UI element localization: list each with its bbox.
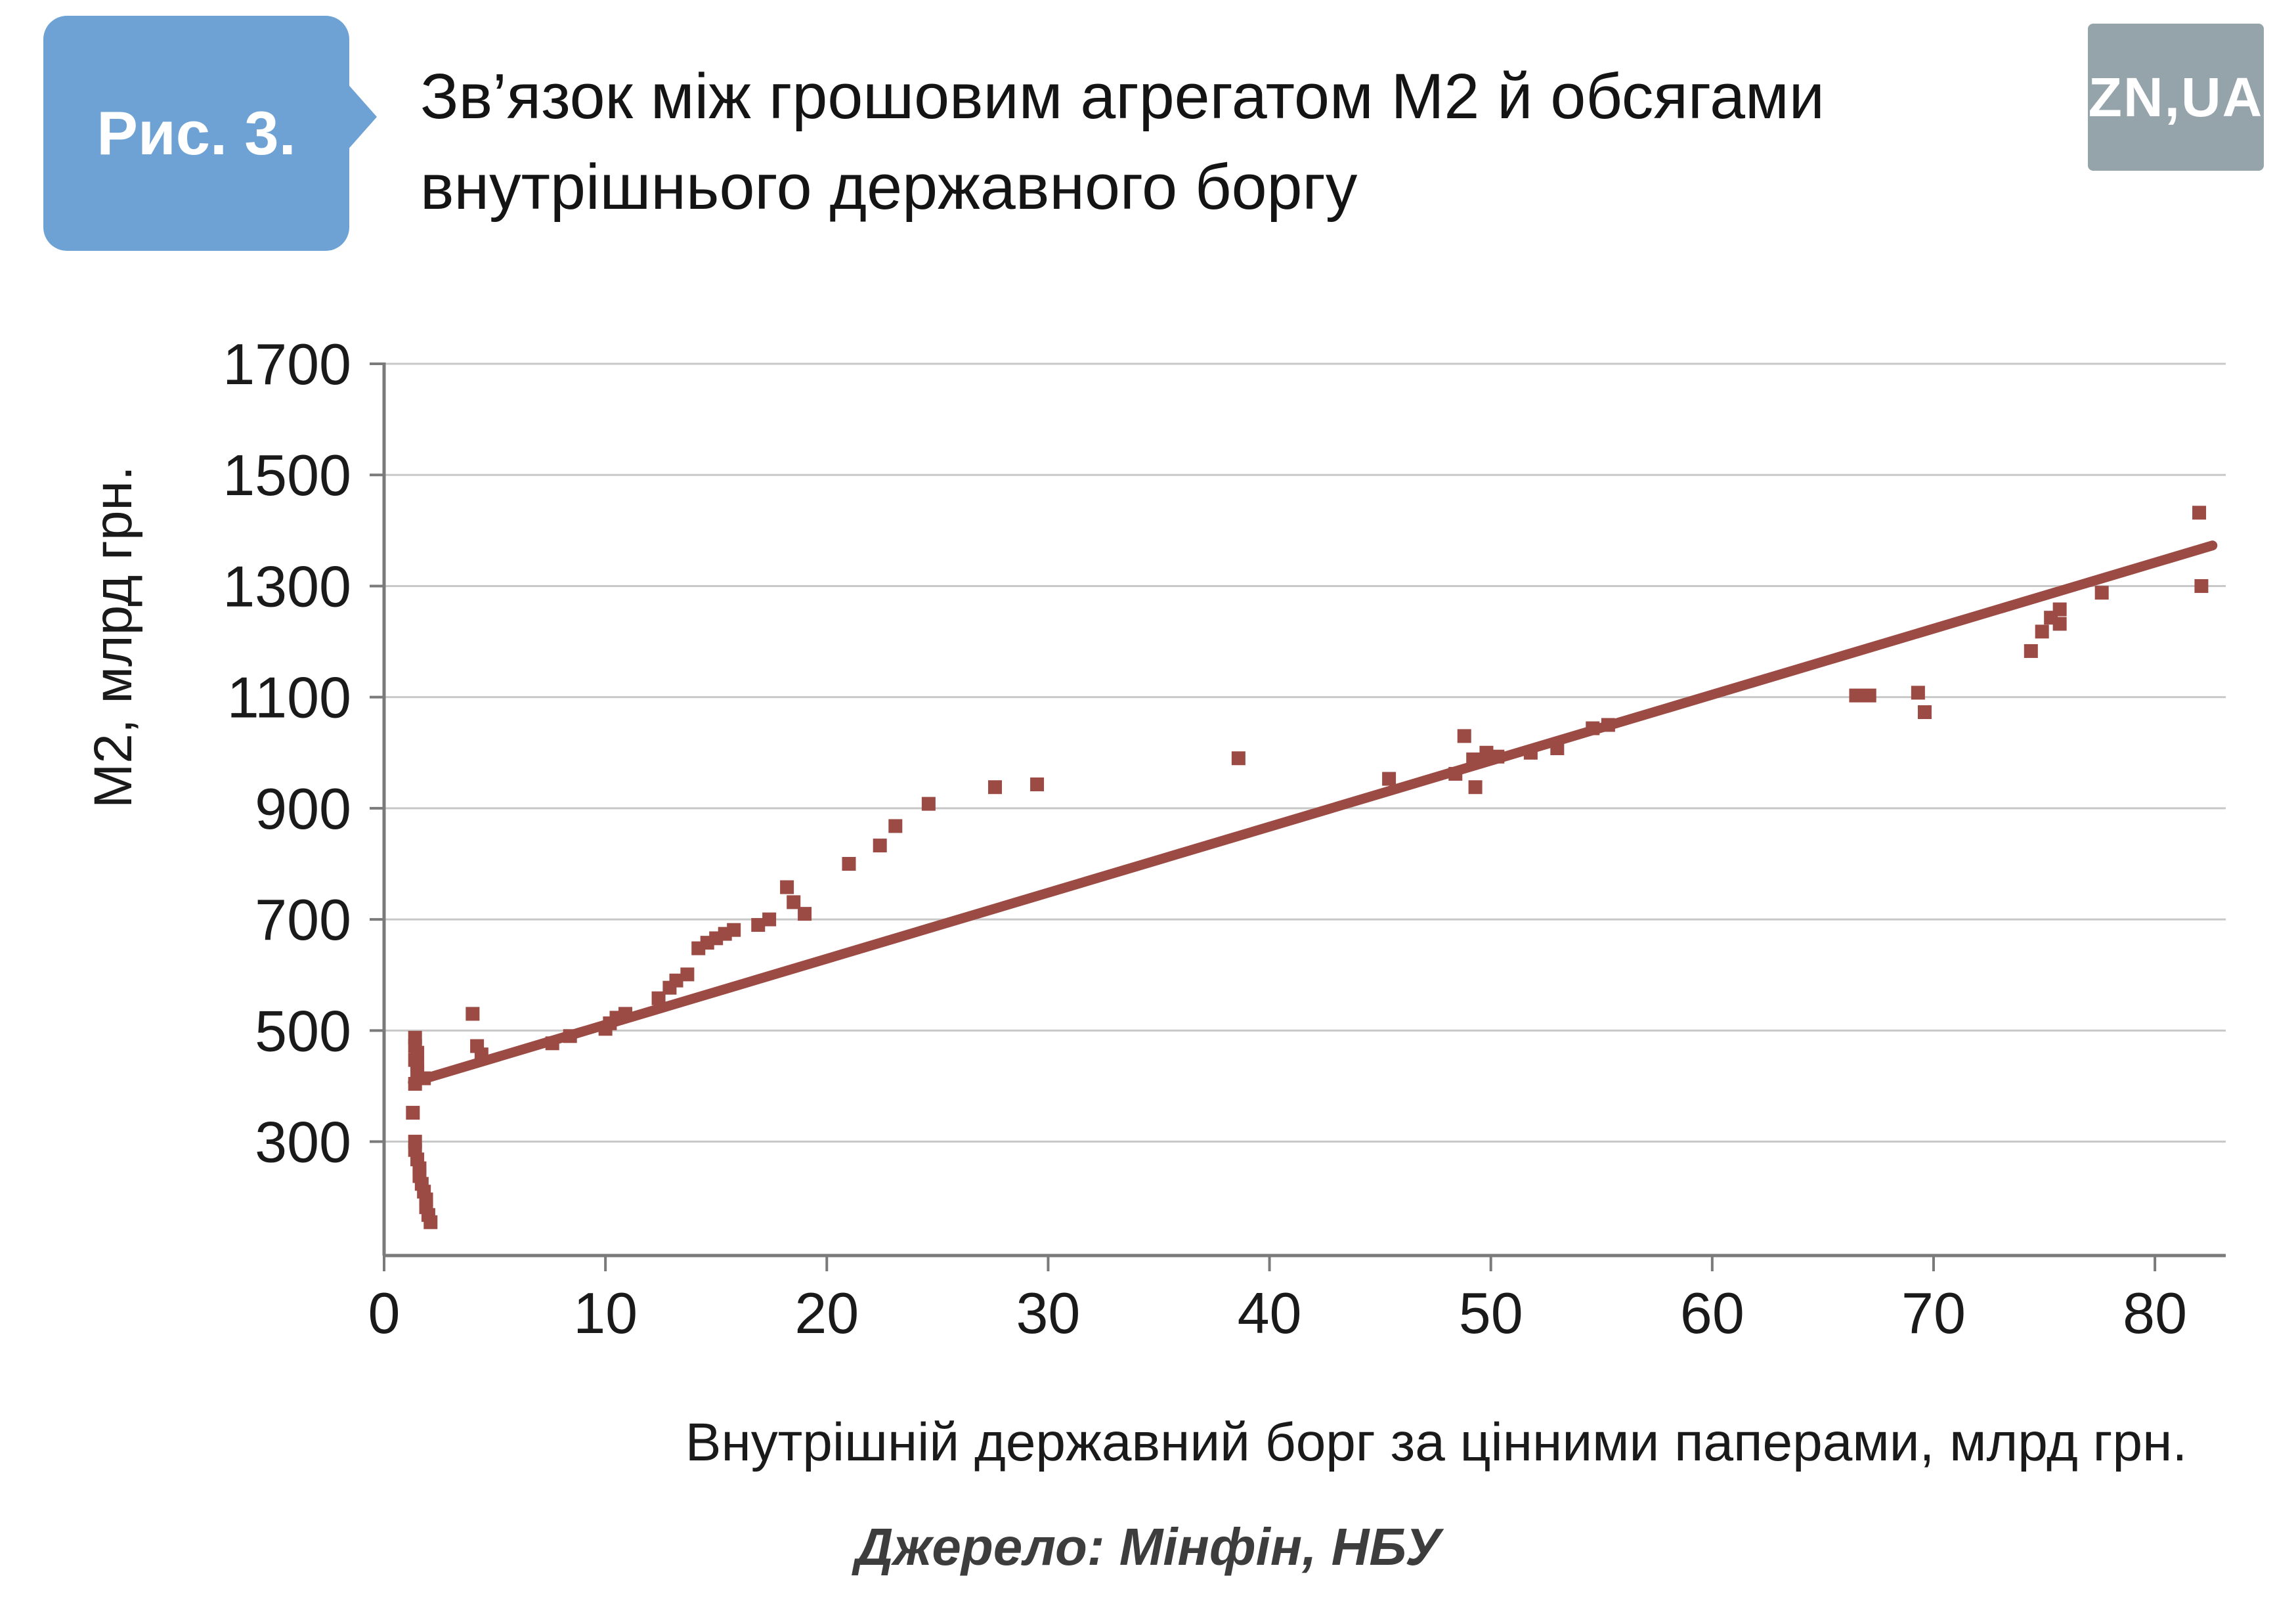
scatter-point bbox=[798, 907, 812, 921]
scatter-point bbox=[751, 918, 766, 932]
scatter-point bbox=[406, 1106, 420, 1120]
scatter-point bbox=[1382, 772, 1397, 786]
x-tick-label: 40 bbox=[1238, 1280, 1302, 1340]
y-tick-label: 1500 bbox=[223, 443, 351, 508]
scatter-point bbox=[1490, 749, 1505, 764]
scatter-point bbox=[2194, 579, 2209, 593]
scatter-chart: 300 500 700 900 1100 1300 1500 1700 0 10 20 30 40 50 6… bbox=[223, 332, 2226, 1345]
scatter-point bbox=[408, 1077, 422, 1091]
scatter-point bbox=[762, 912, 777, 927]
x-tick-label: 10 bbox=[573, 1280, 638, 1340]
scatter-point bbox=[545, 1036, 559, 1051]
scatter-point bbox=[921, 797, 936, 811]
scatter-point bbox=[651, 991, 666, 1005]
scatter-point bbox=[988, 780, 1003, 795]
scatter-point bbox=[1479, 745, 1494, 760]
figure-label: Рис. 3. bbox=[97, 98, 296, 167]
y-axis-label: М2, млрд грн. bbox=[83, 466, 143, 808]
y-tick-label: 300 bbox=[255, 1110, 351, 1175]
scatter-point bbox=[466, 1007, 480, 1021]
scatter-point bbox=[2052, 617, 2067, 631]
x-tick-label: 60 bbox=[1680, 1280, 1744, 1340]
scatter-point bbox=[1468, 780, 1483, 795]
scatter-point bbox=[888, 819, 903, 833]
scatter-point bbox=[787, 895, 801, 909]
scatter-point bbox=[2035, 624, 2049, 639]
scatter-point bbox=[1457, 729, 1471, 743]
y-tick-label: 900 bbox=[255, 776, 351, 841]
y-tick-label: 700 bbox=[255, 887, 351, 952]
x-tick-label: 30 bbox=[1016, 1280, 1080, 1340]
scatter-point bbox=[618, 1007, 632, 1021]
x-tick-label: 20 bbox=[794, 1280, 859, 1340]
scatter-point bbox=[2052, 602, 2067, 617]
trend-line bbox=[408, 540, 2218, 1087]
scatter-point bbox=[1849, 688, 1863, 703]
scatter-point bbox=[842, 856, 856, 871]
x-tick-label: 50 bbox=[1459, 1280, 1523, 1340]
scatter-point bbox=[1911, 686, 1925, 700]
znua-logo: ZN,UA bbox=[2088, 24, 2264, 171]
figure-badge: Рис. 3. bbox=[43, 16, 377, 251]
y-tick-label: 1100 bbox=[227, 665, 351, 730]
x-tick-label: 0 bbox=[368, 1280, 401, 1340]
scatter-point bbox=[563, 1029, 577, 1043]
scatter-point bbox=[2192, 506, 2207, 520]
scatter-point bbox=[1030, 777, 1045, 792]
scatter-point bbox=[1466, 752, 1481, 766]
scatter-point bbox=[1448, 766, 1463, 781]
znua-logo-text: ZN,UA bbox=[2088, 66, 2264, 128]
scatter-point bbox=[1523, 745, 1538, 760]
scatter-point bbox=[1917, 705, 1932, 720]
chart-area: 300 500 700 900 1100 1300 1500 1700 0 10 20 30 40 50 6… bbox=[0, 315, 2296, 1345]
x-tick-label: 70 bbox=[1901, 1280, 1966, 1340]
figure-title: Зв’язок між грошовим агрегатом М2 й обся… bbox=[420, 60, 1825, 223]
scatter-point bbox=[780, 880, 794, 894]
scatter-point bbox=[680, 967, 695, 982]
scatter-point bbox=[727, 923, 741, 937]
scatter-point bbox=[2094, 586, 2109, 600]
scatter-point bbox=[873, 839, 887, 853]
scatter-point bbox=[669, 973, 683, 988]
scatter-point bbox=[1862, 688, 1876, 703]
scatter-point bbox=[423, 1215, 438, 1229]
scatter-point bbox=[1231, 751, 1245, 766]
y-tick-label: 500 bbox=[255, 998, 351, 1063]
y-tick-label: 1700 bbox=[223, 332, 351, 397]
x-axis-label: Внутрішній державний борг за цінними пап… bbox=[685, 1412, 2188, 1472]
scatter-point bbox=[1601, 718, 1615, 732]
scatter-point bbox=[1586, 721, 1600, 735]
source-note: Джерело: Мінфін, НБУ bbox=[855, 1518, 1441, 1576]
scatter-point bbox=[2024, 644, 2038, 658]
scatter-point bbox=[1550, 741, 1565, 756]
scatter-point bbox=[474, 1047, 488, 1062]
x-tick-label: 80 bbox=[2123, 1280, 2187, 1340]
y-tick-label: 1300 bbox=[223, 554, 351, 619]
